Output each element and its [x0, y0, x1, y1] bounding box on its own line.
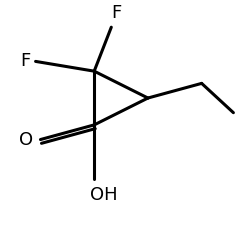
- Text: F: F: [111, 4, 121, 22]
- Text: OH: OH: [90, 186, 118, 204]
- Text: F: F: [21, 52, 31, 70]
- Text: O: O: [19, 131, 33, 148]
